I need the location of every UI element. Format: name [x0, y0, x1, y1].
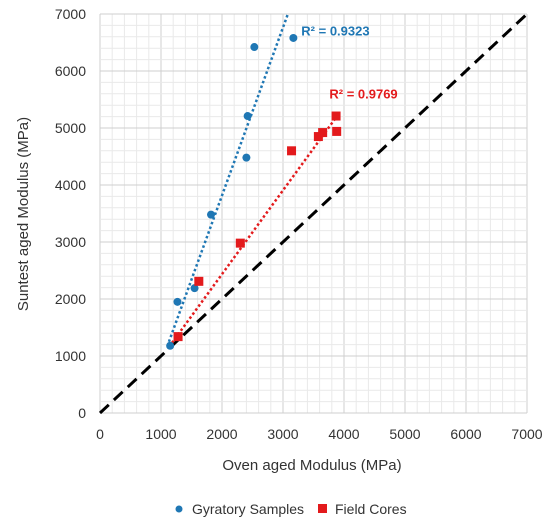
point-gyratory [242, 153, 251, 162]
y-tick-label: 1000 [55, 348, 86, 364]
point-field-cores [173, 332, 183, 342]
y-tick-label: 6000 [55, 63, 86, 79]
y-tick-label: 5000 [55, 120, 86, 136]
point-field-cores [332, 126, 342, 136]
point-field-cores [287, 146, 297, 156]
x-tick-label: 3000 [267, 426, 298, 442]
trendline-field-cores [170, 115, 338, 344]
x-tick-label: 4000 [328, 426, 359, 442]
x-tick-label: 5000 [389, 426, 420, 442]
legend-label-gyratory: Gyratory Samples [192, 501, 304, 517]
x-tick-label: 2000 [206, 426, 237, 442]
r2-label-gyratory: R² = 0.9323 [301, 24, 369, 39]
point-gyratory [207, 210, 216, 219]
trendline-gyratory [167, 13, 290, 343]
point-gyratory [250, 43, 259, 52]
point-gyratory [166, 341, 175, 350]
legend-marker-gyratory [175, 505, 183, 513]
x-tick-label: 6000 [450, 426, 481, 442]
x-tick-label: 1000 [145, 426, 176, 442]
x-axis-title: Oven aged Modulus (MPa) [222, 457, 401, 474]
y-tick-label: 0 [78, 405, 86, 421]
point-gyratory [173, 297, 182, 306]
point-field-cores [331, 111, 341, 121]
y-tick-label: 2000 [55, 291, 86, 307]
legend-marker-field-cores [318, 504, 327, 513]
tick-labels: 0 1000 2000 3000 4000 5000 6000 7000 0 1000 2000 30… [55, 6, 543, 442]
x-tick-label: 0 [96, 426, 104, 442]
trendline-layer [167, 13, 338, 344]
point-gyratory [190, 284, 199, 293]
point-field-cores [318, 128, 328, 138]
points-layer [166, 33, 342, 350]
y-tick-label: 3000 [55, 234, 86, 250]
point-field-cores [235, 238, 245, 248]
r2-label-field-cores: R² = 0.9769 [329, 86, 397, 101]
y-axis-title: Suntest aged Modulus (MPa) [15, 117, 32, 311]
point-field-cores [194, 276, 204, 286]
y-tick-label: 4000 [55, 177, 86, 193]
x-tick-label: 7000 [511, 426, 542, 442]
legend-label-field-cores: Field Cores [335, 501, 407, 517]
legend: Gyratory Samples Field Cores [175, 501, 407, 517]
point-gyratory [243, 112, 252, 121]
point-gyratory [289, 33, 298, 42]
y-tick-label: 7000 [55, 6, 86, 22]
